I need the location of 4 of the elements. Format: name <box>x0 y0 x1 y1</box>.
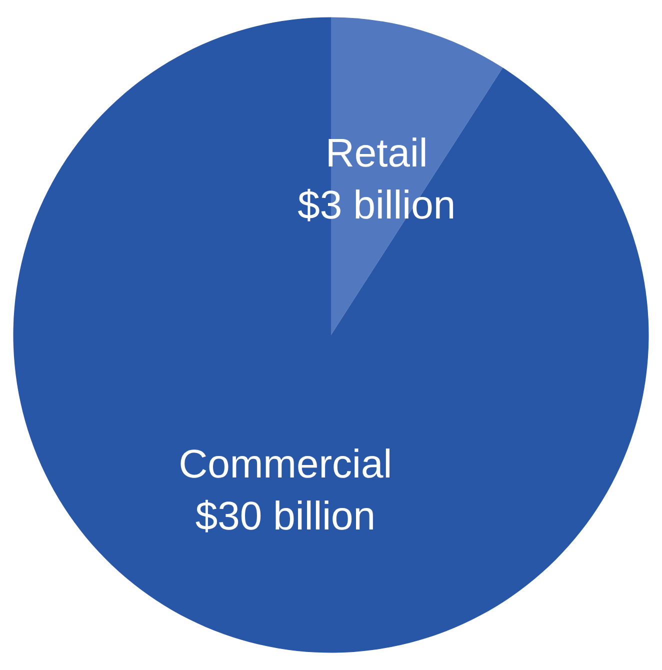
data-label: $30 billion <box>195 494 376 538</box>
slice-label: Commercial <box>178 442 392 486</box>
data-label: $3 billion <box>298 184 456 228</box>
slice-label: Retail <box>325 132 428 176</box>
